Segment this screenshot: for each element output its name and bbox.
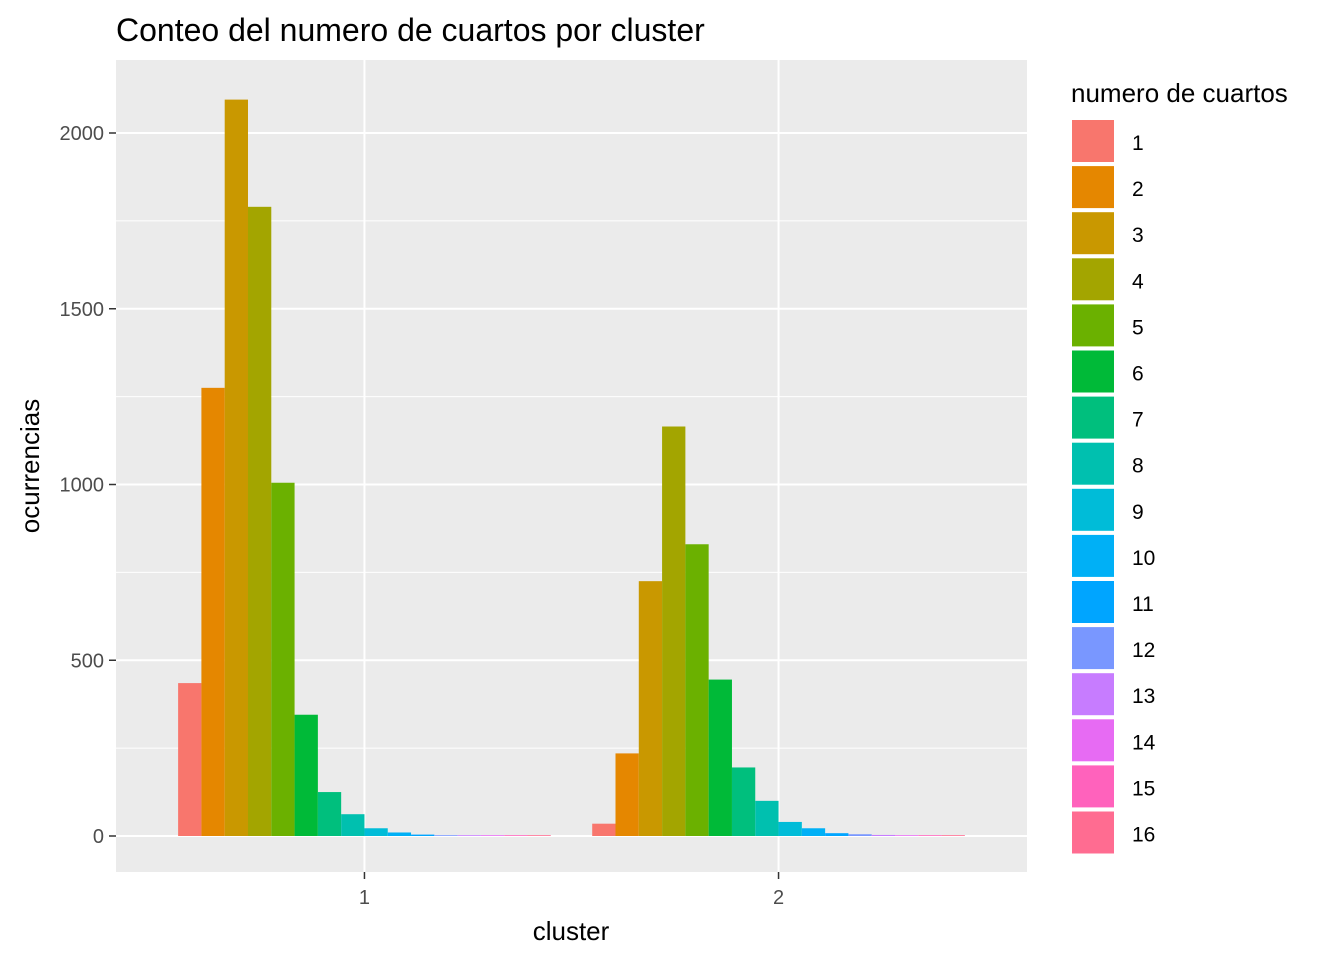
bar-cluster-1-cuartos-10 bbox=[387, 832, 412, 836]
legend-label-4: 4 bbox=[1132, 270, 1144, 293]
y-axis-title: ocurrencias bbox=[15, 399, 45, 533]
y-tick-label: 0 bbox=[93, 826, 104, 848]
bar-cluster-1-cuartos-2 bbox=[201, 387, 225, 836]
bar-cluster-2-cuartos-13 bbox=[871, 834, 896, 836]
bar-cluster-1-cuartos-1 bbox=[178, 683, 202, 836]
y-axis: 0 500 1000 1500 2000 bbox=[60, 123, 116, 848]
legend-key-6 bbox=[1072, 350, 1114, 393]
bar-cluster-2-cuartos-5 bbox=[685, 544, 709, 836]
y-tick-label: 500 bbox=[71, 650, 104, 672]
x-tick-label: 1 bbox=[359, 887, 370, 909]
legend-label-1: 1 bbox=[1132, 132, 1144, 155]
bar-cluster-2-cuartos-6 bbox=[708, 679, 732, 836]
bar-cluster-1-cuartos-7 bbox=[317, 792, 342, 836]
y-tick-label: 2000 bbox=[60, 123, 105, 145]
legend-key-9 bbox=[1072, 488, 1114, 531]
legend-key-12 bbox=[1072, 627, 1114, 670]
legend-key-8 bbox=[1072, 442, 1114, 485]
legend-label-7: 7 bbox=[1132, 409, 1144, 432]
legend-label-9: 9 bbox=[1132, 501, 1144, 524]
bar-cluster-2-cuartos-14 bbox=[895, 835, 919, 836]
legend-key-15 bbox=[1072, 765, 1114, 808]
legend-label-11: 11 bbox=[1132, 593, 1154, 616]
legend-key-14 bbox=[1072, 719, 1114, 762]
legend-label-3: 3 bbox=[1132, 224, 1144, 247]
bar-cluster-2-cuartos-7 bbox=[731, 767, 756, 836]
bar-cluster-1-cuartos-4 bbox=[247, 206, 272, 836]
y-tick-label: 1000 bbox=[60, 475, 105, 497]
bar-cluster-1-cuartos-14 bbox=[480, 835, 505, 836]
bar-cluster-2-cuartos-4 bbox=[662, 426, 686, 836]
legend-key-11 bbox=[1072, 581, 1114, 623]
legend-key-7 bbox=[1072, 396, 1114, 439]
legend-key-10 bbox=[1072, 534, 1114, 577]
bar-cluster-2-cuartos-15 bbox=[918, 835, 942, 836]
x-tick-label: 2 bbox=[773, 887, 784, 909]
bar-cluster-2-cuartos-9 bbox=[778, 821, 802, 836]
legend-key-4 bbox=[1072, 258, 1114, 301]
bar-cluster-2-cuartos-12 bbox=[848, 834, 872, 836]
bar-cluster-1-cuartos-8 bbox=[341, 814, 365, 836]
legend-label-13: 13 bbox=[1132, 685, 1155, 708]
legend-label-14: 14 bbox=[1132, 731, 1156, 754]
bar-cluster-2-cuartos-11 bbox=[825, 833, 849, 836]
bar-cluster-1-cuartos-13 bbox=[457, 835, 481, 836]
legend-label-15: 15 bbox=[1132, 777, 1155, 800]
chart-title: Conteo del numero de cuartos por cluster bbox=[116, 12, 705, 48]
bar-cluster-1-cuartos-9 bbox=[364, 828, 388, 836]
bar-cluster-2-cuartos-10 bbox=[801, 828, 826, 836]
legend-key-5 bbox=[1072, 304, 1114, 347]
legend-label-6: 6 bbox=[1132, 363, 1144, 386]
legend-key-2 bbox=[1072, 166, 1114, 209]
bar-cluster-2-cuartos-2 bbox=[615, 753, 639, 836]
bar-cluster-1-cuartos-12 bbox=[434, 835, 458, 836]
legend-title: numero de cuartos bbox=[1071, 78, 1288, 108]
legend-label-2: 2 bbox=[1132, 178, 1144, 201]
bar-cluster-1-cuartos-3 bbox=[224, 99, 248, 837]
legend-label-12: 12 bbox=[1132, 639, 1155, 662]
legend-label-16: 16 bbox=[1132, 824, 1155, 847]
bar-cluster-1-cuartos-15 bbox=[504, 835, 528, 836]
legend-label-10: 10 bbox=[1132, 547, 1155, 570]
bar-cluster-1-cuartos-16 bbox=[527, 835, 551, 836]
y-tick-label: 1500 bbox=[60, 299, 105, 321]
legend: numero de cuartos 1234567891011121314151… bbox=[1071, 78, 1288, 854]
legend-key-13 bbox=[1072, 673, 1114, 716]
bar-cluster-1-cuartos-11 bbox=[411, 834, 435, 836]
legend-key-1 bbox=[1072, 120, 1114, 162]
legend-label-8: 8 bbox=[1132, 455, 1144, 478]
bar-cluster-1-cuartos-6 bbox=[294, 714, 318, 836]
x-axis-title: cluster bbox=[533, 916, 610, 946]
legend-label-5: 5 bbox=[1132, 316, 1144, 339]
bar-cluster-2-cuartos-1 bbox=[592, 823, 616, 836]
bar-cluster-2-cuartos-8 bbox=[755, 800, 779, 836]
legend-key-3 bbox=[1072, 212, 1114, 255]
bars bbox=[178, 99, 965, 837]
legend-key-16 bbox=[1072, 811, 1114, 854]
bar-cluster-2-cuartos-3 bbox=[638, 581, 663, 836]
bar-cluster-1-cuartos-5 bbox=[271, 482, 295, 836]
bar-cluster-2-cuartos-16 bbox=[941, 835, 965, 836]
